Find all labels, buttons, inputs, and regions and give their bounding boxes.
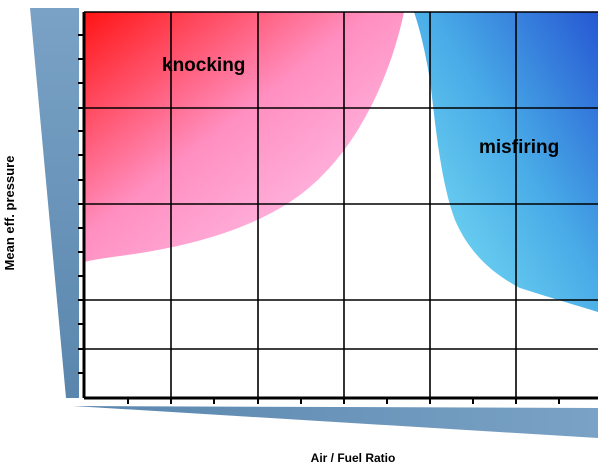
y-axis-wedge [30, 8, 79, 398]
knocking-label: knocking [162, 55, 245, 76]
x-axis-wedge [73, 406, 598, 438]
misfiring-label: misfiring [479, 137, 559, 158]
x-axis-label: Air / Fuel Ratio [311, 451, 396, 465]
knocking-region [84, 12, 404, 262]
x-axis-ticks [127, 398, 560, 404]
misfiring-region [414, 12, 598, 312]
y-axis-label: Mean eff. pressure [2, 156, 17, 271]
grid-lines [84, 12, 598, 398]
y-axis-ticks [78, 34, 84, 374]
